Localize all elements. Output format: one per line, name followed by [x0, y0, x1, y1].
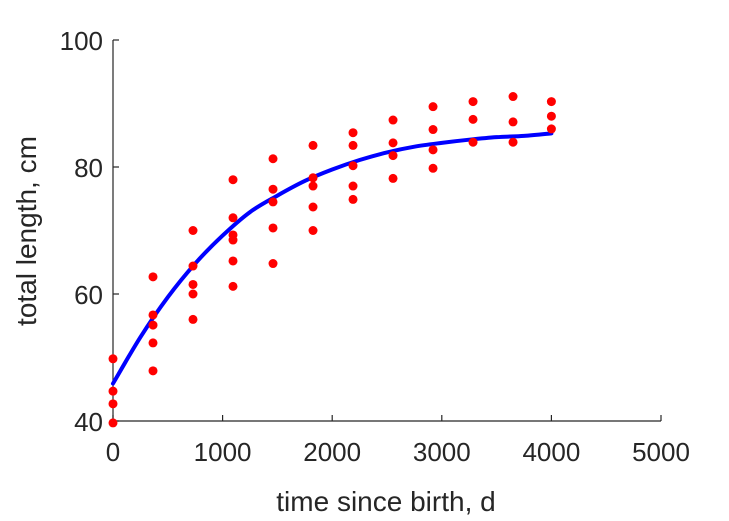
data-point	[546, 97, 556, 107]
x-tick-label: 3000	[413, 437, 471, 467]
data-point	[268, 223, 278, 233]
data-point	[148, 338, 158, 348]
data-point	[228, 175, 238, 185]
data-point	[508, 92, 518, 102]
data-point	[308, 173, 318, 183]
data-point	[108, 354, 118, 364]
data-point	[308, 226, 318, 235]
data-point	[348, 181, 358, 191]
data-point	[546, 111, 556, 121]
data-point	[308, 181, 318, 191]
data-point	[388, 173, 398, 183]
x-tick-label: 5000	[632, 437, 690, 467]
data-point	[348, 140, 358, 150]
x-tick-label: 4000	[522, 437, 580, 467]
data-point	[348, 194, 358, 204]
data-point	[148, 366, 158, 376]
data-point	[268, 154, 278, 164]
data-point	[508, 117, 518, 127]
data-point	[148, 320, 158, 330]
data-point	[388, 138, 398, 148]
data-point	[428, 125, 438, 135]
data-point	[546, 124, 556, 134]
data-point	[148, 310, 158, 320]
x-axis-label: time since birth, d	[276, 486, 495, 517]
data-point	[188, 289, 198, 299]
ticks: 0 1000 2000 3000 4000 5000 40 60 80 100	[60, 26, 690, 467]
data-point	[228, 235, 238, 245]
data-point	[388, 151, 398, 161]
data-point	[428, 102, 438, 112]
x-tick-label: 2000	[303, 437, 361, 467]
data-point	[508, 137, 518, 147]
y-tick-label: 100	[60, 26, 103, 56]
scatter-points-layer	[108, 92, 556, 428]
data-point	[388, 115, 398, 125]
data-point	[308, 140, 318, 150]
data-point	[468, 97, 478, 107]
y-axis-label: total length, cm	[11, 136, 42, 326]
data-point	[108, 418, 118, 428]
data-point	[348, 161, 358, 171]
data-point	[228, 281, 238, 291]
x-tick-label: 0	[106, 437, 120, 467]
data-point	[228, 213, 238, 223]
data-point	[468, 114, 478, 124]
data-point	[148, 272, 158, 282]
data-point	[188, 279, 198, 289]
data-point	[308, 202, 318, 212]
data-point	[228, 256, 238, 266]
data-point	[188, 226, 198, 235]
data-point	[428, 163, 438, 173]
data-point	[108, 386, 118, 396]
data-point	[268, 197, 278, 207]
fit-curve-line	[111, 131, 554, 386]
fit-curve-layer	[111, 131, 554, 386]
y-tick-label: 60	[74, 280, 103, 310]
data-point	[468, 137, 478, 147]
x-tick-label: 1000	[194, 437, 252, 467]
y-tick-label: 80	[74, 153, 103, 183]
data-point	[428, 145, 438, 155]
data-point	[268, 259, 278, 269]
y-tick-label: 40	[74, 407, 103, 437]
data-point	[268, 184, 278, 194]
data-point	[108, 399, 118, 409]
data-point	[188, 261, 198, 271]
data-point	[348, 128, 358, 138]
data-point	[188, 314, 198, 324]
